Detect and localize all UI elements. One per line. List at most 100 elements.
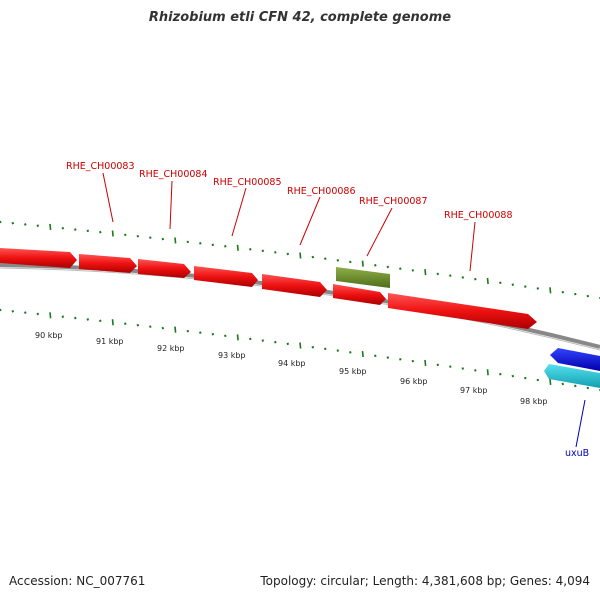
lower-tick-mark: [349, 351, 352, 354]
upper-tick-mark: [11, 221, 15, 225]
gene-arrow-rhe-ch00085[interactable]: [194, 266, 258, 287]
gene-feature-uxub-cyan[interactable]: [544, 364, 600, 388]
upper-tick-mark: [524, 285, 527, 288]
upper-tick-mark: [336, 259, 340, 262]
lower-tick-mark: [211, 332, 215, 336]
lower-tick-mark: [186, 329, 190, 333]
upper-tick-mark: [461, 276, 465, 279]
upper-tick-mark: [124, 233, 127, 237]
gene-arrow-rhe-ch00082[interactable]: [0, 248, 77, 268]
gene-label-rhe-ch00084[interactable]: RHE_CH00084: [139, 169, 208, 180]
lower-tick-mark: [0, 308, 2, 312]
upper-tick-mark: [274, 251, 277, 254]
upper-tick-mark: [411, 269, 415, 272]
upper-tick-mark: [174, 237, 177, 244]
upper-tick-mark: [0, 220, 2, 224]
leader-line-rhe-ch00084: [169, 180, 173, 230]
upper-tick-row: [0, 220, 600, 300]
upper-tick-mark: [486, 277, 489, 285]
upper-tick-mark: [499, 281, 502, 285]
upper-tick-mark: [136, 234, 140, 238]
lower-tick-mark: [111, 319, 114, 326]
lower-tick-mark: [436, 363, 440, 367]
lower-tick-mark: [249, 337, 252, 341]
leader-line-rhe-ch00088: [469, 221, 476, 272]
gene-label-rhe-ch00085[interactable]: RHE_CH00085: [213, 177, 282, 188]
scale-label-97kbp: 97 kbp: [460, 386, 488, 395]
lower-tick-mark: [24, 311, 27, 314]
gene-arrow-rhe-ch00087[interactable]: [333, 284, 386, 305]
upper-tick-mark: [424, 269, 427, 276]
scale-label-94kbp: 94 kbp: [278, 359, 306, 368]
gene-label-rhe-ch00083[interactable]: RHE_CH00083: [66, 161, 135, 172]
upper-tick-mark: [261, 249, 265, 253]
upper-tick-mark: [99, 230, 102, 234]
lower-tick-mark: [399, 358, 402, 361]
lower-tick-mark: [61, 315, 65, 318]
gene-label-uxub[interactable]: uxuB: [565, 448, 589, 459]
gene-arrow-uxub[interactable]: [550, 348, 600, 371]
upper-tick-mark: [299, 252, 302, 259]
upper-tick-mark: [586, 294, 590, 298]
lower-tick-mark: [586, 386, 590, 390]
upper-tick-mark: [536, 287, 540, 290]
upper-tick-mark: [199, 242, 202, 245]
lower-tick-mark: [236, 334, 239, 341]
upper-tick-mark: [149, 236, 152, 239]
upper-tick-mark: [324, 257, 327, 260]
gene-arrow-rhe-ch00084[interactable]: [138, 259, 191, 278]
lower-tick-mark: [336, 349, 340, 352]
lower-tick-mark: [174, 326, 177, 333]
upper-tick-mark: [511, 283, 515, 286]
upper-tick-mark: [161, 237, 165, 241]
lower-tick-mark: [36, 312, 40, 316]
upper-tick-mark: [311, 255, 315, 259]
lower-tick-mark: [374, 354, 377, 358]
lower-tick-mark: [11, 310, 15, 313]
upper-tick-mark: [449, 274, 452, 277]
upper-tick-mark: [186, 240, 190, 244]
upper-tick-mark: [86, 229, 90, 233]
lower-tick-mark: [74, 316, 77, 320]
scale-label-95kbp: 95 kbp: [339, 367, 367, 376]
gene-arrow-rhe-ch00086[interactable]: [262, 274, 327, 297]
lower-tick-mark: [474, 369, 477, 372]
leader-line-rhe-ch00085: [231, 187, 247, 237]
lower-tick-mark: [124, 322, 127, 325]
gene-label-rhe-ch00086[interactable]: RHE_CH00086: [287, 186, 356, 197]
lower-tick-mark: [511, 374, 515, 378]
lower-tick-mark: [99, 319, 102, 323]
lower-tick-mark: [199, 331, 202, 334]
gene-arrow-rhe-ch00083[interactable]: [79, 254, 137, 273]
scale-label-96kbp: 96 kbp: [400, 377, 428, 386]
lower-tick-mark: [86, 318, 90, 321]
lower-tick-mark: [224, 334, 227, 338]
upper-tick-mark: [361, 260, 364, 267]
upper-tick-mark: [24, 223, 27, 226]
genome-backbone: [0, 263, 600, 349]
upper-tick-mark: [49, 223, 52, 231]
lower-tick-mark: [274, 340, 277, 344]
lower-tick-mark: [449, 365, 452, 368]
upper-tick-mark: [224, 244, 227, 248]
lower-tick-mark: [324, 347, 327, 351]
lower-tick-mark: [499, 372, 502, 376]
gene-label-rhe-ch00088[interactable]: RHE_CH00088: [444, 210, 513, 221]
accession-text: Accession: NC_007761: [9, 574, 146, 588]
upper-tick-mark: [549, 287, 552, 294]
gene-arrow-rhe-ch00088[interactable]: [388, 293, 537, 329]
gene-feature-rhe-ch00087-green[interactable]: [336, 267, 390, 288]
lower-tick-mark: [549, 378, 552, 386]
lower-tick-mark: [49, 312, 52, 319]
gene-label-rhe-ch00087[interactable]: RHE_CH00087: [359, 196, 428, 207]
lower-tick-mark: [161, 326, 165, 330]
upper-tick-mark: [436, 272, 440, 276]
upper-tick-mark: [211, 243, 215, 247]
upper-tick-mark: [561, 290, 565, 294]
scale-label-92kbp: 92 kbp: [157, 344, 185, 353]
genome-summary-text: Topology: circular; Length: 4,381,608 bp…: [260, 574, 590, 588]
lower-tick-mark: [299, 342, 302, 349]
scale-label-90kbp: 90 kbp: [35, 331, 63, 340]
upper-tick-mark: [74, 228, 77, 231]
